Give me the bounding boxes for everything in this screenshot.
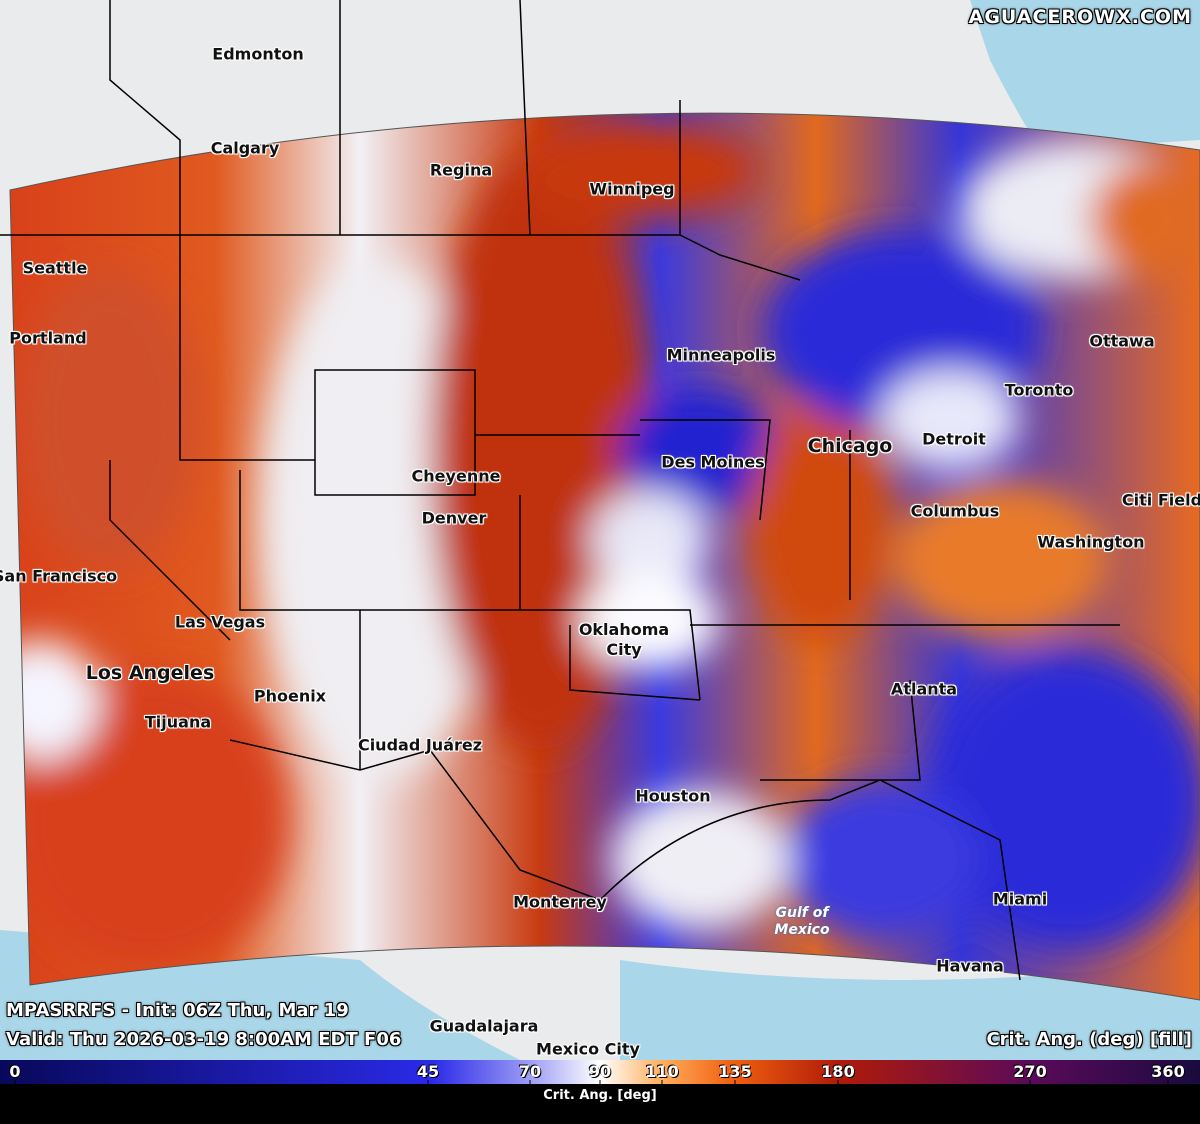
valid-line: Valid: Thu 2026-03-19 8:00AM EDT F06 [6,1029,402,1050]
colorbar-tick-label: 180 [821,1062,855,1081]
city-label: Detroit [922,429,986,449]
city-label: Houston [635,786,711,806]
city-label: Columbus [910,501,1000,521]
city-label: Des Moines [661,452,765,472]
city-label: Tijuana [144,712,212,732]
gulf-south [620,960,1200,1060]
city-label: Calgary [210,138,280,158]
colorbar-tick-label: 360 [1151,1062,1185,1081]
city-label: Las Vegas [174,612,266,632]
colorbar-tick-label: 135 [718,1062,752,1081]
colorbar-tick-label: 270 [1013,1062,1047,1081]
city-label: Monterrey [513,892,607,912]
model-line: MPASRRFS - Init: 06Z Thu, Mar 19 [6,1000,349,1021]
model-field [10,113,1200,1000]
city-label: Ciudad Juárez [357,735,483,755]
map-canvas [0,0,1200,1060]
colorbar: Crit. Ang. [deg] 0 45 70 90 110 135 180 270 360 [0,1060,1200,1124]
city-label: Portland [9,328,87,348]
colorbar-tick-label: 45 [416,1062,440,1081]
city-label: Cheyenne [411,466,501,486]
city-label: Phoenix [253,686,327,706]
city-label: Regina [429,160,493,180]
city-label: Chicago [807,435,893,457]
city-label: Edmonton [212,44,304,64]
city-label: Denver [421,508,487,528]
city-label: Seattle [22,258,88,278]
hudson-bay [970,0,1200,150]
city-label: Mexico City [536,1039,640,1059]
city-label: Los Angeles [85,662,215,684]
brand: AGUACEROWX.COM [968,6,1192,28]
city-label: Havana [936,956,1004,976]
water-label-line: Gulf of [775,905,829,921]
city-label: San Francisco [0,566,118,586]
colorbar-ramp [0,1060,1200,1084]
colorbar-tick-label: 70 [518,1062,542,1081]
city-label: Guadalajara [429,1016,539,1036]
borders [0,0,1120,981]
city-label: Winnipeg [589,179,675,199]
city-label: Miami [992,889,1048,909]
city-label: Washington [1037,532,1145,552]
colorbar-tick-label: 0 [9,1062,21,1081]
city-label: Ottawa [1089,331,1155,351]
colorbar-label: Crit. Ang. [deg] [543,1088,657,1103]
city-label: Toronto [1004,380,1074,400]
colorbar-tick-label: 110 [645,1062,679,1081]
water-label-line: Mexico [774,922,830,938]
city-label: Oklahoma City [578,620,670,659]
city-label: Minneapolis [666,345,776,365]
city-label: Atlanta [890,679,958,699]
colorbar-tick-label: 90 [588,1062,612,1081]
field-name: Crit. Ang. (deg) [fill] [986,1029,1192,1050]
city-label: Citi Field [1121,490,1200,510]
domain-edge [9,112,1200,1001]
water-label: Gulf of Mexico [774,905,829,939]
